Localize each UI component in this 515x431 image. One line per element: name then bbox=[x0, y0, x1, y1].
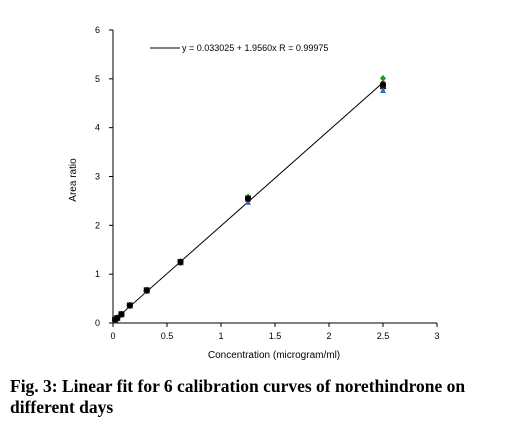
data-point bbox=[380, 87, 386, 94]
y-tick-label: 6 bbox=[95, 25, 100, 35]
data-point bbox=[143, 287, 150, 294]
data-point bbox=[118, 311, 125, 318]
series-6 bbox=[112, 81, 386, 323]
x-tick-label: 2 bbox=[326, 331, 331, 341]
y-tick-label: 2 bbox=[95, 220, 100, 230]
y-tick-label: 4 bbox=[95, 123, 100, 133]
x-tick-label: 1.5 bbox=[269, 331, 282, 341]
x-tick-label: 2.5 bbox=[377, 331, 390, 341]
x-axis-label: Concentration (microgram/ml) bbox=[208, 350, 340, 360]
y-tick-label: 1 bbox=[95, 269, 100, 279]
x-tick-label: 0 bbox=[110, 331, 115, 341]
data-point bbox=[245, 195, 251, 202]
calibration-chart: 0 0.5 1 1.5 2 2.5 3 0 1 2 3 4 5 6 y = 0.033025 + 1.95… bbox=[68, 25, 440, 360]
legend: y = 0.033025 + 1.9560x R = 0.99975 bbox=[150, 43, 328, 53]
series-2 bbox=[112, 87, 386, 323]
figure-caption: Fig. 3: Linear fit for 6 calibration cur… bbox=[10, 376, 466, 417]
y-tick-label: 3 bbox=[95, 172, 100, 182]
data-point bbox=[126, 302, 133, 309]
data-point bbox=[380, 81, 386, 88]
y-tick-label: 0 bbox=[95, 318, 100, 328]
axes: 0 0.5 1 1.5 2 2.5 3 0 1 2 3 4 5 6 bbox=[95, 25, 440, 341]
data-point bbox=[114, 315, 121, 322]
y-tick-label: 5 bbox=[95, 74, 100, 84]
x-tick-label: 0.5 bbox=[161, 331, 174, 341]
legend-fit-label: y = 0.033025 + 1.9560x R = 0.99975 bbox=[182, 43, 328, 53]
data-point bbox=[380, 74, 386, 82]
y-axis-label: Area ratio bbox=[68, 158, 79, 202]
x-tick-label: 3 bbox=[434, 331, 439, 341]
data-points-layer bbox=[112, 74, 386, 324]
x-tick-label: 1 bbox=[218, 331, 223, 341]
data-point bbox=[177, 258, 184, 265]
